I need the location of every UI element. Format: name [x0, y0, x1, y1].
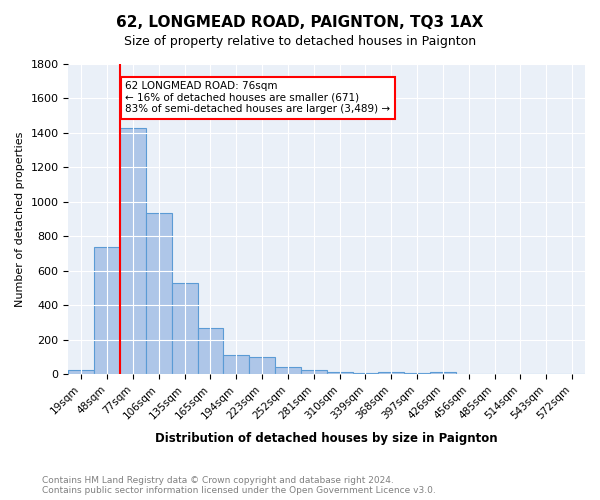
Bar: [275, 366, 301, 374]
Text: Size of property relative to detached houses in Paignton: Size of property relative to detached ho…: [124, 35, 476, 48]
Bar: [249, 357, 275, 374]
X-axis label: Distribution of detached houses by size in Paignton: Distribution of detached houses by size …: [155, 432, 498, 445]
Text: Contains HM Land Registry data © Crown copyright and database right 2024.
Contai: Contains HM Land Registry data © Crown c…: [42, 476, 436, 495]
Bar: [223, 356, 249, 374]
Bar: [197, 328, 223, 374]
Bar: [301, 370, 327, 374]
Bar: [430, 372, 456, 374]
Bar: [120, 128, 146, 374]
Bar: [327, 372, 353, 374]
Y-axis label: Number of detached properties: Number of detached properties: [15, 132, 25, 307]
Bar: [68, 370, 94, 374]
Text: 62, LONGMEAD ROAD, PAIGNTON, TQ3 1AX: 62, LONGMEAD ROAD, PAIGNTON, TQ3 1AX: [116, 15, 484, 30]
Bar: [379, 372, 404, 374]
Bar: [94, 246, 120, 374]
Bar: [146, 213, 172, 374]
Bar: [172, 283, 197, 374]
Text: 62 LONGMEAD ROAD: 76sqm
← 16% of detached houses are smaller (671)
83% of semi-d: 62 LONGMEAD ROAD: 76sqm ← 16% of detache…: [125, 81, 391, 114]
